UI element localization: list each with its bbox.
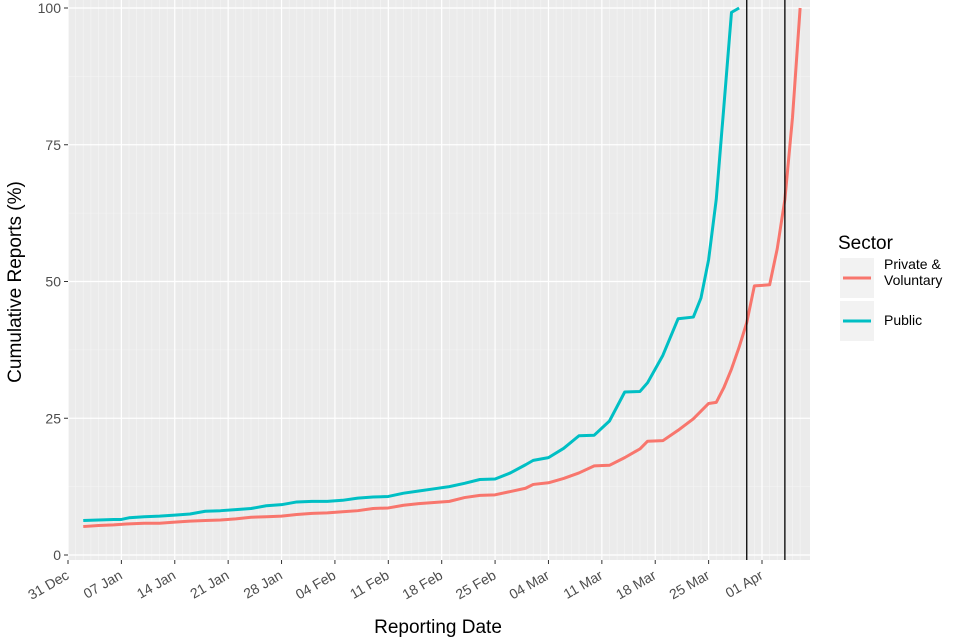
y-tick-label: 25 (45, 410, 61, 426)
legend: Sector Private & Voluntary Public (838, 233, 942, 341)
y-axis-title: Cumulative Reports (%) (5, 181, 26, 383)
x-tick-label: 18 Feb (399, 567, 445, 603)
x-tick-label: 18 Mar (613, 567, 659, 603)
x-axis: 31 Dec 07 Jan 14 Jan 21 Jan 28 Jan 04 Feb 11 F… (25, 560, 766, 603)
x-tick-label: 11 Feb (347, 567, 392, 602)
grid-major-y (68, 7, 810, 556)
legend-label: Private & Voluntary (884, 256, 942, 288)
legend-label: Public (884, 312, 922, 328)
legend-items: Private & Voluntary Public (840, 256, 942, 341)
panel-background (68, 0, 810, 560)
y-axis: 0 25 50 75 100 (38, 0, 68, 563)
x-axis-title: Reporting Date (374, 617, 502, 638)
x-tick-label: 11 Mar (560, 567, 605, 602)
x-tick-label: 07 Jan (80, 567, 124, 602)
legend-item: Public (840, 301, 922, 341)
y-tick-label: 0 (53, 547, 61, 563)
x-tick-label: 25 Feb (453, 567, 499, 603)
x-tick-label: 31 Dec (25, 567, 71, 603)
y-tick-label: 50 (45, 274, 61, 290)
series-line-public (83, 6, 740, 523)
x-tick-label: 04 Mar (506, 567, 552, 603)
legend-item: Private & Voluntary (840, 256, 942, 298)
x-tick-label: 14 Jan (134, 567, 178, 602)
series-layer (83, 6, 802, 529)
reference-lines (746, 0, 786, 560)
x-tick-label: 04 Feb (293, 567, 339, 603)
series-line-private-voluntary (83, 7, 802, 529)
y-tick-label: 100 (38, 0, 62, 16)
x-tick-label: 01 Apr (722, 567, 765, 601)
x-tick-label: 21 Jan (187, 567, 231, 602)
x-tick-label: 28 Jan (241, 567, 285, 602)
x-tick-label: 25 Mar (666, 567, 712, 603)
y-tick-label: 75 (45, 137, 61, 153)
grid-minor-x (67, 0, 801, 560)
legend-title: Sector (838, 233, 894, 254)
